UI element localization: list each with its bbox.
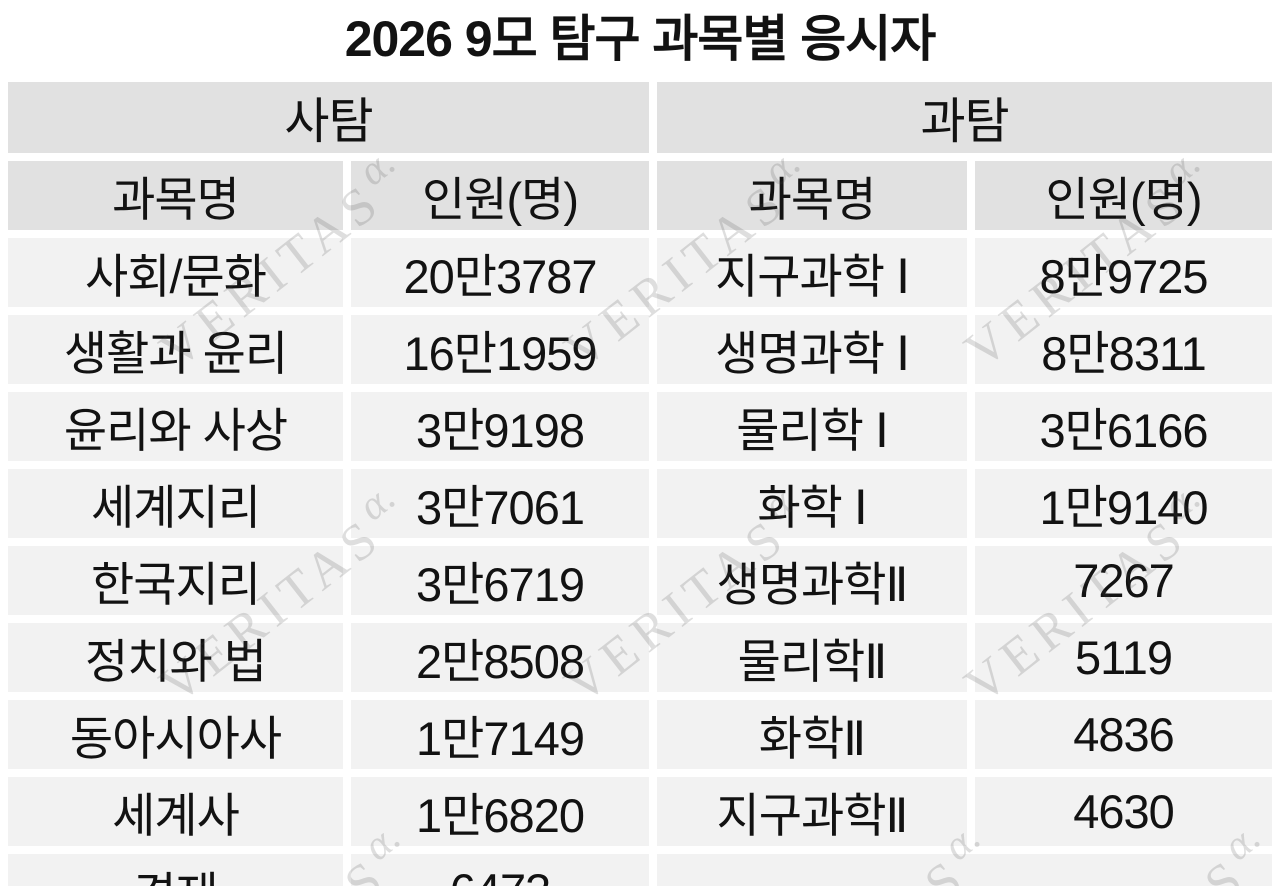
column-header-row: 과목명 인원(명) 과목명 인원(명) bbox=[8, 161, 1273, 230]
subject-cell: 세계사 bbox=[8, 777, 343, 846]
column-header-count-gwa: 인원(명) bbox=[975, 161, 1273, 230]
table-row: 생활과 윤리 16만1959 생명과학 Ⅰ 8만8311 bbox=[8, 315, 1273, 384]
column-header-count-sa: 인원(명) bbox=[351, 161, 650, 230]
table-row: 세계지리 3만7061 화학 Ⅰ 1만9140 bbox=[8, 469, 1273, 538]
count-cell: 3만6166 bbox=[975, 392, 1273, 461]
table-row: 동아시아사 1만7149 화학Ⅱ 4836 bbox=[8, 700, 1273, 769]
subject-cell: 세계지리 bbox=[8, 469, 343, 538]
count-cell: 4836 bbox=[975, 700, 1273, 769]
count-cell: 1만6820 bbox=[351, 777, 650, 846]
column-header-subject-sa: 과목명 bbox=[8, 161, 343, 230]
count-cell: 7267 bbox=[975, 546, 1273, 615]
subject-cell: 화학Ⅱ bbox=[657, 700, 968, 769]
subject-cell: 사회/문화 bbox=[8, 238, 343, 307]
count-cell: 8만8311 bbox=[975, 315, 1273, 384]
count-cell: 3만9198 bbox=[351, 392, 650, 461]
column-header-subject-gwa: 과목명 bbox=[657, 161, 968, 230]
count-cell: 1만7149 bbox=[351, 700, 650, 769]
subject-cell: 생명과학Ⅱ bbox=[657, 546, 968, 615]
subject-cell: 생활과 윤리 bbox=[8, 315, 343, 384]
table-row: 경제 6473 – bbox=[8, 854, 1273, 886]
subject-cell: 물리학Ⅱ bbox=[657, 623, 968, 692]
group-header-satam: 사탐 bbox=[8, 82, 650, 153]
subject-cell: 정치와 법 bbox=[8, 623, 343, 692]
table-row: 세계사 1만6820 지구과학Ⅱ 4630 bbox=[8, 777, 1273, 846]
count-cell: 3만7061 bbox=[351, 469, 650, 538]
count-cell: 3만6719 bbox=[351, 546, 650, 615]
subject-cell: 한국지리 bbox=[8, 546, 343, 615]
page-title: 2026 9모 탐구 과목별 응시자 bbox=[344, 11, 937, 67]
table-row: 정치와 법 2만8508 물리학Ⅱ 5119 bbox=[8, 623, 1273, 692]
count-cell: 20만3787 bbox=[351, 238, 650, 307]
subject-cell: 윤리와 사상 bbox=[8, 392, 343, 461]
empty-cell: – bbox=[657, 854, 1273, 886]
subject-cell: 지구과학Ⅱ bbox=[657, 777, 968, 846]
subject-cell: 화학 Ⅰ bbox=[657, 469, 968, 538]
group-header-row: 사탐 과탐 bbox=[8, 82, 1273, 153]
table-row: 윤리와 사상 3만9198 물리학 Ⅰ 3만6166 bbox=[8, 392, 1273, 461]
subject-cell: 물리학 Ⅰ bbox=[657, 392, 968, 461]
subject-cell: 지구과학 Ⅰ bbox=[657, 238, 968, 307]
subject-cell: 생명과학 Ⅰ bbox=[657, 315, 968, 384]
count-cell: 6473 bbox=[351, 854, 650, 886]
count-cell: 1만9140 bbox=[975, 469, 1273, 538]
table-row: 한국지리 3만6719 생명과학Ⅱ 7267 bbox=[8, 546, 1273, 615]
count-cell: 16만1959 bbox=[351, 315, 650, 384]
subject-cell: 동아시아사 bbox=[8, 700, 343, 769]
count-cell: 2만8508 bbox=[351, 623, 650, 692]
table-row: 사회/문화 20만3787 지구과학 Ⅰ 8만9725 bbox=[8, 238, 1273, 307]
group-header-gwatam: 과탐 bbox=[657, 82, 1273, 153]
subject-cell: 경제 bbox=[8, 854, 343, 886]
count-cell: 8만9725 bbox=[975, 238, 1273, 307]
count-cell: 5119 bbox=[975, 623, 1273, 692]
subject-table: 사탐 과탐 과목명 인원(명) 과목명 인원(명) 사회/문화 20만3787 … bbox=[0, 74, 1280, 886]
count-cell: 4630 bbox=[975, 777, 1273, 846]
